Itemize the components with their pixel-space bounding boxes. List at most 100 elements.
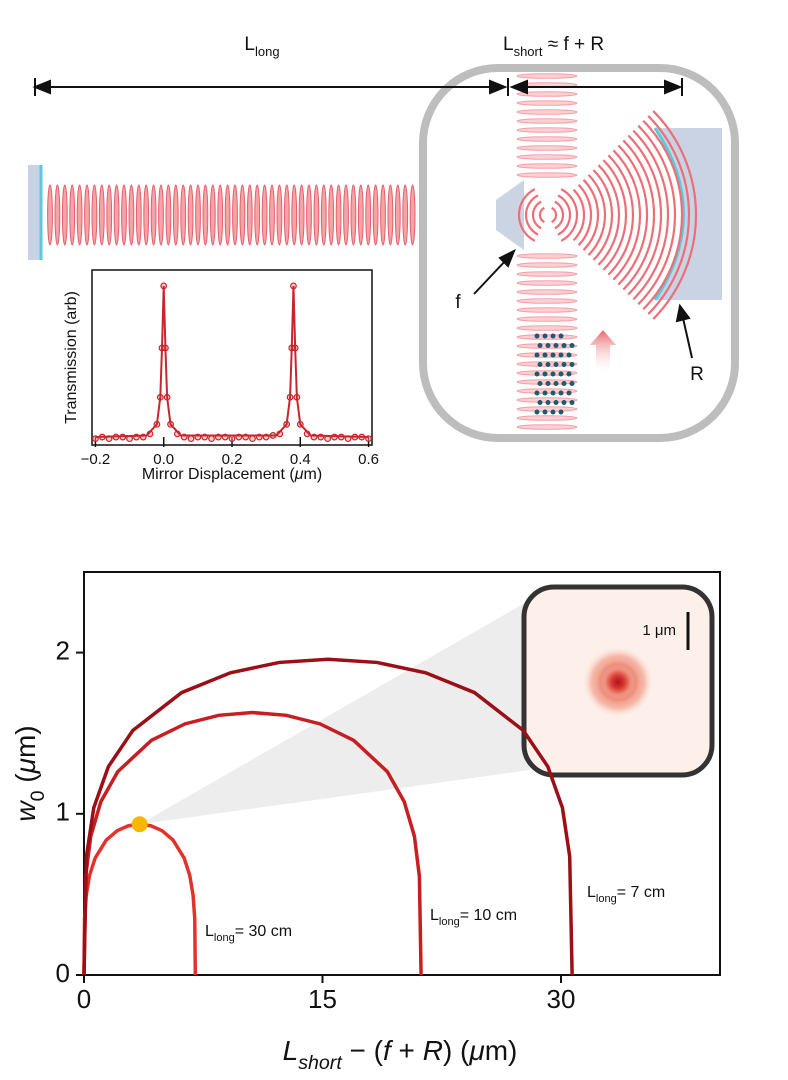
data-point bbox=[228, 435, 236, 443]
label-text: = 30 cm bbox=[235, 923, 292, 940]
x-tick-label: 15 bbox=[308, 984, 337, 1014]
beam-front bbox=[516, 307, 578, 313]
beam-front bbox=[516, 73, 578, 79]
beam-front bbox=[531, 200, 542, 230]
atom bbox=[545, 343, 551, 348]
atom bbox=[561, 362, 567, 367]
curve-label: Llong= 30 cm bbox=[205, 923, 292, 944]
x-tick-label: 30 bbox=[547, 984, 576, 1014]
atom bbox=[542, 333, 548, 339]
beam-front bbox=[652, 110, 698, 320]
beam-front bbox=[328, 184, 335, 246]
zoom-wedge bbox=[139, 600, 530, 825]
atom bbox=[569, 381, 575, 386]
beam-front bbox=[84, 184, 90, 246]
focus-label: f bbox=[455, 292, 461, 313]
beam-front bbox=[269, 184, 275, 246]
beam-front bbox=[239, 184, 246, 246]
beam-front bbox=[298, 184, 305, 246]
beam-front bbox=[516, 163, 578, 169]
atom bbox=[534, 352, 540, 358]
atom bbox=[550, 409, 556, 415]
beam-front bbox=[128, 184, 135, 246]
atom bbox=[569, 400, 575, 405]
beam-front bbox=[516, 91, 578, 97]
beam-front bbox=[224, 184, 231, 246]
atom bbox=[550, 333, 556, 339]
label-part: R bbox=[423, 1035, 443, 1066]
atom bbox=[537, 400, 543, 405]
atom bbox=[553, 400, 559, 405]
atom bbox=[558, 409, 564, 415]
beam-front bbox=[516, 127, 578, 133]
x-tick-label: 0.4 bbox=[290, 451, 311, 468]
plot-frame bbox=[83, 571, 721, 976]
atom bbox=[545, 400, 551, 405]
beam-front bbox=[61, 184, 68, 246]
beam-front bbox=[524, 194, 539, 236]
beam-front bbox=[365, 184, 372, 246]
label-main: L bbox=[503, 34, 514, 55]
data-line bbox=[95, 285, 369, 439]
atom bbox=[558, 371, 564, 377]
label-sub: long bbox=[214, 932, 235, 944]
x-tick-label: 0 bbox=[77, 984, 91, 1014]
atom bbox=[542, 352, 548, 358]
mirror-coating bbox=[653, 127, 685, 301]
label-text: = 7 cm bbox=[617, 884, 665, 901]
beam-front bbox=[642, 119, 684, 311]
beam-front bbox=[516, 172, 578, 178]
beam-front bbox=[612, 149, 642, 281]
beam-front bbox=[150, 184, 157, 246]
beam-front bbox=[254, 184, 261, 246]
atom bbox=[569, 362, 575, 367]
beam-front bbox=[380, 184, 386, 246]
label-main: L bbox=[205, 923, 214, 940]
atom bbox=[534, 409, 540, 415]
label-text: = 10 cm bbox=[460, 907, 517, 924]
atom bbox=[566, 390, 572, 396]
beam-front bbox=[54, 184, 61, 246]
beam-front bbox=[387, 184, 394, 246]
atom bbox=[558, 333, 564, 339]
beam-front bbox=[516, 280, 578, 286]
y-tick-label: 0 bbox=[56, 958, 70, 988]
beam-front bbox=[551, 206, 558, 224]
label-main: L bbox=[430, 907, 439, 924]
beam-front bbox=[617, 144, 649, 286]
beam-front bbox=[306, 184, 312, 246]
beam-front bbox=[187, 184, 194, 246]
y-axis-label: Transmission (arb) bbox=[63, 291, 80, 424]
beam-front bbox=[402, 184, 409, 246]
label-part: − ( bbox=[342, 1035, 384, 1066]
beam-front bbox=[572, 188, 586, 242]
label-part: 0 bbox=[27, 790, 49, 801]
y-axis-label: w0 (μm) bbox=[10, 725, 49, 821]
x-tick-label: 0.6 bbox=[358, 451, 379, 468]
data-line bbox=[82, 822, 198, 976]
beam-front bbox=[261, 184, 268, 246]
atom bbox=[542, 390, 548, 396]
radius-label: R bbox=[690, 364, 704, 385]
beam-front bbox=[557, 194, 572, 236]
data-line bbox=[82, 657, 574, 976]
label-sub: long bbox=[255, 44, 280, 59]
data-line bbox=[82, 710, 423, 976]
beam-front bbox=[291, 184, 298, 246]
label-main: L bbox=[244, 34, 255, 55]
label-part: ) ( bbox=[443, 1035, 470, 1066]
beam-front bbox=[209, 184, 216, 246]
atom-array bbox=[534, 333, 575, 415]
atom bbox=[545, 381, 551, 386]
label-main: L bbox=[587, 884, 596, 901]
atom bbox=[558, 390, 564, 396]
label-part: μ bbox=[10, 758, 41, 774]
beam-front bbox=[283, 184, 290, 246]
beam-front bbox=[121, 184, 127, 246]
beam-front bbox=[343, 184, 349, 246]
y-tick-label: 2 bbox=[56, 635, 70, 665]
beam-front bbox=[47, 184, 53, 246]
beam-front bbox=[538, 206, 545, 224]
atom bbox=[542, 409, 548, 415]
